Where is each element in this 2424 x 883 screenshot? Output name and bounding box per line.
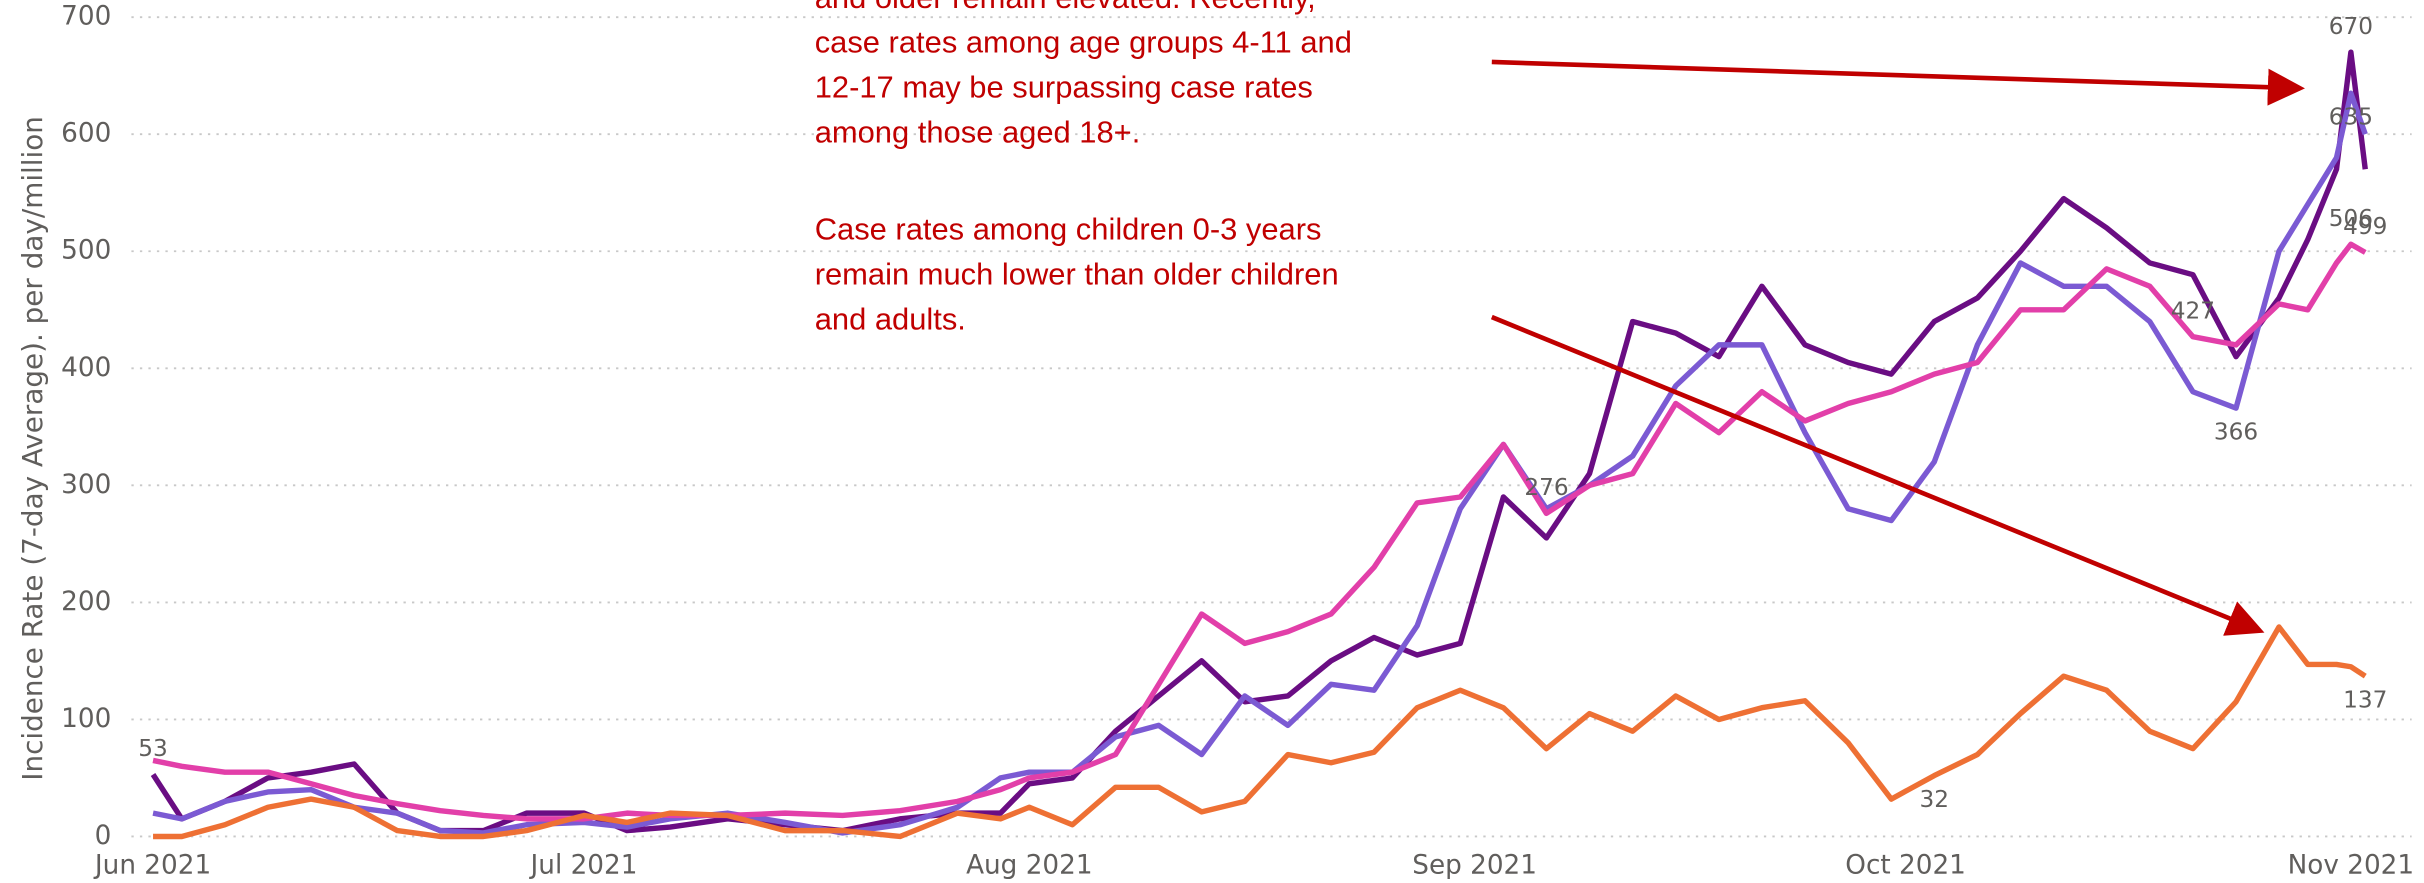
data-label: 506 [2329,205,2373,232]
data-label: 32 [1920,786,1950,813]
x-tick-label: Aug 2021 [966,850,1092,880]
arrow [1490,314,2265,636]
grid: 0 100 200 300 400 500 600 700 Jun 2021 Jul 2021 Au… [61,2,2414,881]
x-tick-label: Nov 2021 [2288,850,2414,880]
y-tick-label: 200 [61,587,111,617]
data-label: 276 [1524,474,1568,501]
y-tick-label: 300 [61,470,111,500]
y-tick-label: 600 [61,119,111,149]
annotations: and older remain elevated. Recently, case… [815,0,1352,336]
data-label: 670 [2329,13,2373,40]
data-label: 499 [2343,213,2387,240]
y-tick-label: 500 [61,236,111,266]
annotation: and adults. [815,301,966,336]
data-label: 635 [2329,103,2373,130]
data-label: 53 [138,735,168,762]
y-tick-label: 400 [61,353,111,383]
series-line [150,49,2368,834]
x-tick-label: Jun 2021 [93,850,211,880]
data-label: 366 [2214,418,2258,445]
annotation: and older remain elevated. Recently, [815,0,1316,15]
series-line [153,624,2367,840]
annotation: case rates among age groups 4-11 and [815,25,1352,60]
arrow [1491,59,2305,106]
lines [150,49,2368,840]
x-tick-label: Jul 2021 [529,850,638,880]
annotation: among those aged 18+. [815,114,1141,149]
series-line [152,90,2368,836]
y-tick-label: 0 [95,821,112,851]
annotation: Case rates among children 0-3 years [815,212,1322,247]
y-tick-label: 700 [61,2,111,32]
x-tick-label: Oct 2021 [1845,850,1966,880]
series-line [152,241,2367,822]
y-axis-label: Incidence Rate (7-day Average). per day/… [16,116,49,781]
annotation: remain much lower than older children [815,257,1339,292]
data-label: 137 [2343,686,2387,713]
data-label: 427 [2171,297,2215,324]
y-tick-label: 100 [61,704,111,734]
annotation: 12-17 may be surpassing case rates [815,70,1313,105]
x-tick-label: Sep 2021 [1412,850,1537,880]
